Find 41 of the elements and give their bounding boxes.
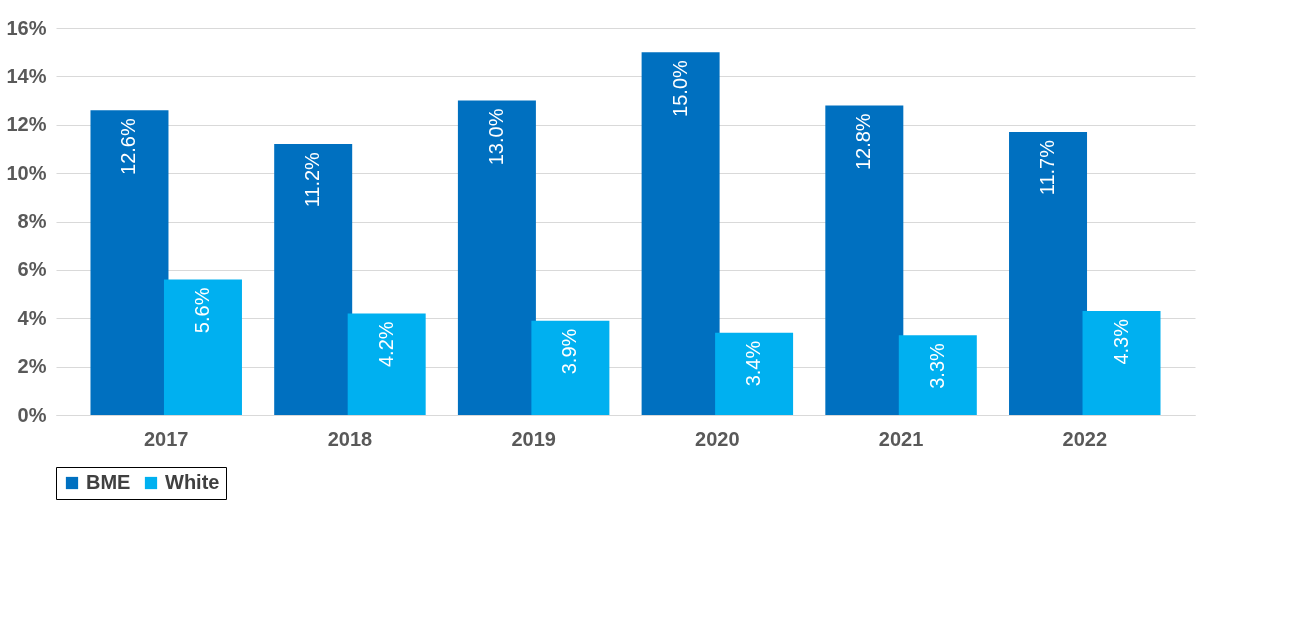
bar <box>641 52 720 415</box>
bar <box>531 320 610 415</box>
x-tick-label: 2020 <box>695 427 740 450</box>
x-tick-label: 2017 <box>143 427 189 450</box>
bar <box>1082 310 1161 415</box>
bar <box>347 313 426 415</box>
legend-label: BME <box>86 471 131 493</box>
y-tick-label: 8% <box>17 210 47 232</box>
legend-label: White <box>165 471 220 493</box>
data-label: 13.0% <box>484 108 507 166</box>
y-tick-label: 6% <box>17 258 47 281</box>
y-tick-label: 12% <box>6 113 47 136</box>
bar <box>457 100 536 415</box>
bar <box>825 105 904 415</box>
bar <box>274 144 353 415</box>
x-tick-label: 2021 <box>878 427 924 450</box>
y-tick-label: 2% <box>17 355 47 378</box>
data-label: 12.8% <box>852 113 875 171</box>
x-tick-label: 2018 <box>327 427 373 450</box>
y-tick-label: 0% <box>17 403 47 426</box>
data-label: 11.7% <box>1036 139 1059 196</box>
bar <box>1009 132 1088 415</box>
y-tick-label: 10% <box>6 161 47 184</box>
data-label: 3.3% <box>925 342 948 389</box>
data-label: 3.4% <box>742 340 765 387</box>
x-tick-label: 2022 <box>1062 427 1108 450</box>
data-label: 11.2% <box>301 151 324 208</box>
data-label: 12.6% <box>117 118 140 175</box>
bar <box>90 110 169 415</box>
y-tick-label: 4% <box>17 306 47 329</box>
y-tick-label: 14% <box>6 64 47 87</box>
bar <box>163 279 242 415</box>
y-tick-label: 16% <box>6 16 47 39</box>
bar <box>898 335 977 415</box>
data-label: 3.9% <box>558 328 581 375</box>
data-label: 4.2% <box>374 321 397 368</box>
data-label: 5.6% <box>190 287 213 334</box>
bar <box>715 332 794 415</box>
data-label: 4.3% <box>1109 318 1132 365</box>
x-tick-label: 2019 <box>511 427 556 450</box>
data-label: 15.0% <box>668 59 691 117</box>
